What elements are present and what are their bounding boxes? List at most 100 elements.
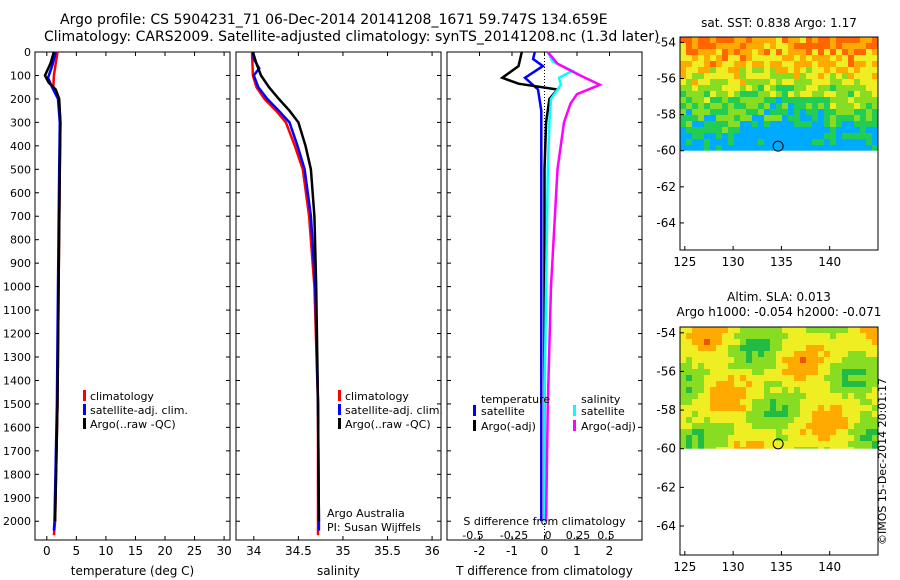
sst-map-title: sat. SST: 0.838 Argo: 1.17: [701, 16, 857, 30]
sla_map-ytick-label: -64: [656, 519, 676, 533]
temperature-series-line: [43, 51, 62, 522]
sla_map-ytick-label: -54: [656, 326, 676, 340]
diff-legend-label: satellite: [581, 405, 625, 418]
depth-tick-label: 1300: [3, 351, 31, 364]
sst_map-xtick-label: 130: [722, 255, 745, 269]
difference-xtick-label: 1: [573, 544, 581, 558]
difference-xtick-label: 2: [606, 544, 614, 558]
depth-tick-label: 700: [10, 210, 31, 223]
depth-tick-label: 100: [10, 69, 31, 82]
depth-tick-label: 1200: [3, 328, 31, 341]
depth-tick-label: 500: [10, 163, 31, 176]
depth-tick-label: 800: [10, 234, 31, 247]
depth-tick-label: 1900: [3, 492, 31, 505]
sla_map-border: [679, 326, 879, 556]
depth-tick-label: 300: [10, 116, 31, 129]
diff-legend-swatch: [573, 420, 576, 431]
salinity-legend-label: satellite-adj. clim.: [345, 404, 443, 417]
diff-secondary-xlabel: S difference from climatology: [463, 515, 626, 528]
sla_map-xtick-label: 140: [818, 560, 841, 574]
sla_map-ytick-label: -60: [656, 442, 676, 456]
sst_map-ytick-label: -60: [656, 144, 676, 158]
pi-annotation: PI: Susan Wijffels: [327, 521, 421, 534]
sla_map-xtick-label: 130: [722, 560, 745, 574]
difference-xtick-label: 0: [541, 544, 549, 558]
salinity-xtick-label: 35.5: [374, 544, 401, 558]
sst_map-heatmap-cells: [680, 37, 878, 151]
sst_map-ytick-label: -54: [656, 35, 676, 49]
diff-legend-label: Argo(-adj): [581, 420, 636, 433]
sla_map-ytick-label: -56: [656, 364, 676, 378]
salinity-legend-swatch: [338, 418, 341, 429]
pi-annotation: Argo Australia: [327, 507, 405, 520]
sla-map-title: Altim. SLA: 0.013: [727, 290, 831, 304]
salinity-xlabel: salinity: [317, 564, 360, 578]
sla_map-argo-marker: [772, 438, 784, 450]
diff-secondary-tick-label: -0.25: [500, 529, 528, 542]
sla_map-ytick-label: -58: [656, 403, 676, 417]
sst_map-argo-marker: [772, 140, 784, 152]
sst_map-ytick-label: -58: [656, 108, 676, 122]
difference-series-line: [522, 51, 546, 522]
diff-legend-group-title: temperature: [481, 393, 550, 406]
diff-legend-group-title: salinity: [581, 393, 621, 406]
sla_map-ytick-label: -62: [656, 480, 676, 494]
temperature-xtick-label: 0: [43, 544, 51, 558]
temperature-axes-frame: [34, 51, 231, 541]
figure-title-line2: Climatology: CARS2009. Satellite-adjuste…: [44, 29, 660, 45]
depth-tick-label: 0: [24, 46, 31, 59]
temperature-legend-swatch: [83, 390, 86, 401]
temperature-xtick-label: 30: [216, 544, 231, 558]
temperature-legend-label: satellite-adj. clim.: [90, 404, 188, 417]
diff-secondary-tick-label: 0.25: [566, 529, 591, 542]
depth-tick-label: 1400: [3, 374, 31, 387]
temperature-xtick-label: 15: [128, 544, 143, 558]
diff-secondary-tick-label: -0.5: [462, 529, 483, 542]
sla-map-subtitle: Argo h1000: -0.054 h2000: -0.071: [676, 305, 882, 319]
temperature-xtick-label: 10: [98, 544, 113, 558]
depth-tick-label: 400: [10, 140, 31, 153]
salinity-legend-label: Argo(..raw -QC): [345, 418, 431, 431]
sst_map-xtick-label: 140: [818, 255, 841, 269]
difference-xtick-label: -1: [506, 544, 518, 558]
sst_map-ytick-label: -56: [656, 72, 676, 86]
temperature-xtick-label: 5: [73, 544, 81, 558]
diff-secondary-tick-label: 0.5: [597, 529, 615, 542]
salinity-series-line: [251, 51, 321, 522]
diff-secondary-tick-label: 0: [545, 529, 552, 542]
depth-tick-label: 1500: [3, 398, 31, 411]
diff-legend-swatch: [573, 405, 576, 416]
difference-xlabel: T difference from climatology: [455, 564, 633, 578]
depth-tick-label: 900: [10, 257, 31, 270]
sla_map-xtick-label: 125: [673, 560, 696, 574]
sla_map-xtick-label: 135: [770, 560, 793, 574]
sla_map-heatmap-cells: [680, 327, 878, 449]
diff-legend-swatch: [473, 420, 476, 431]
diff-legend-label: satellite: [481, 405, 525, 418]
depth-tick-label: 2000: [3, 515, 31, 528]
diff-legend-label: Argo(-adj): [481, 420, 536, 433]
depth-tick-label: 1100: [3, 304, 31, 317]
temperature-legend-label: climatology: [90, 390, 154, 403]
salinity-xtick-label: 34: [246, 544, 261, 558]
salinity-legend-swatch: [338, 404, 341, 415]
salinity-xtick-label: 34.5: [285, 544, 312, 558]
temperature-xtick-label: 20: [157, 544, 172, 558]
salinity-legend-swatch: [338, 390, 341, 401]
depth-tick-label: 1700: [3, 445, 31, 458]
temperature-xtick-label: 25: [187, 544, 202, 558]
salinity-legend-label: climatology: [345, 390, 409, 403]
difference-xtick-label: -2: [474, 544, 486, 558]
depth-tick-label: 200: [10, 93, 31, 106]
difference-series-line: [544, 51, 603, 522]
depth-tick-label: 1800: [3, 468, 31, 481]
sst_map-xtick-label: 125: [673, 255, 696, 269]
figure-title-line1: Argo profile: CS 5904231_71 06-Dec-2014 …: [60, 12, 608, 28]
diff-legend-swatch: [473, 405, 476, 416]
temperature-legend-label: Argo(..raw -QC): [90, 418, 176, 431]
depth-tick-label: 1600: [3, 421, 31, 434]
temperature-xlabel: temperature (deg C): [71, 564, 194, 578]
salinity-xtick-label: 36: [424, 544, 439, 558]
sst_map-ytick-label: -64: [656, 216, 676, 230]
